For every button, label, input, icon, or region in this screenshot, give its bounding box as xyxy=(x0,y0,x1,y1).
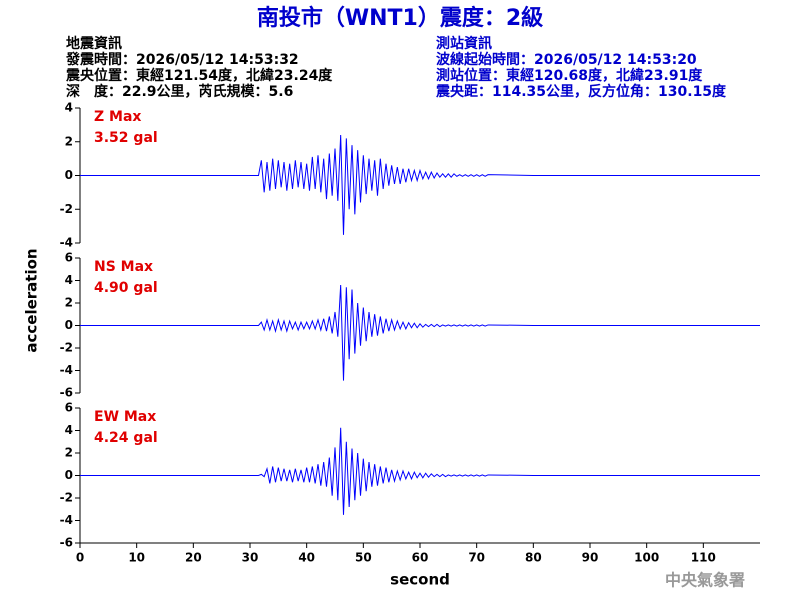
y-tick-label: 2 xyxy=(65,296,73,310)
info-line: 發震時間：2026/05/12 14:53:32 xyxy=(65,51,299,68)
y-tick-label: -2 xyxy=(60,341,73,355)
x-tick-label: 0 xyxy=(76,551,84,565)
x-tick-label: 50 xyxy=(355,551,372,565)
y-tick-label: -4 xyxy=(60,236,73,250)
y-tick-label: 4 xyxy=(65,101,73,115)
y-tick-label: 4 xyxy=(65,273,73,287)
info-line: 深 度：22.9公里，芮氏規模：5.6 xyxy=(66,83,293,100)
max-label: 3.52 gal xyxy=(94,130,158,146)
y-tick-label: -6 xyxy=(60,536,73,550)
x-tick-label: 10 xyxy=(128,551,145,565)
y-tick-label: 0 xyxy=(65,318,73,332)
y-tick-label: 0 xyxy=(65,468,73,482)
x-tick-label: 30 xyxy=(242,551,259,565)
x-tick-label: 100 xyxy=(634,551,659,565)
info-line: 地震資訊 xyxy=(66,35,122,52)
y-tick-label: 2 xyxy=(65,446,73,460)
y-tick-label: 0 xyxy=(65,168,73,182)
y-axis-label: acceleration xyxy=(23,248,41,352)
y-tick-label: -2 xyxy=(60,491,73,505)
x-tick-label: 70 xyxy=(468,551,485,565)
x-tick-label: 60 xyxy=(412,551,429,565)
channel-label: NS Max xyxy=(94,259,153,275)
y-tick-label: 2 xyxy=(65,134,73,148)
max-label: 4.90 gal xyxy=(94,280,158,296)
info-line: 測站位置：東經120.68度，北緯23.91度 xyxy=(436,67,703,84)
info-line: 波線起始時間：2026/05/12 14:53:20 xyxy=(436,51,697,68)
info-line: 測站資訊 xyxy=(436,35,492,52)
y-tick-label: 4 xyxy=(65,423,73,437)
y-tick-label: 6 xyxy=(65,401,73,415)
x-tick-label: 90 xyxy=(582,551,599,565)
waveform xyxy=(80,284,760,381)
y-tick-label: -6 xyxy=(60,386,73,400)
waveform xyxy=(80,427,760,515)
x-tick-label: 110 xyxy=(691,551,716,565)
y-tick-label: -4 xyxy=(60,513,73,527)
x-tick-label: 20 xyxy=(185,551,202,565)
info-line: 震央距：114.35公里，反方位角：130.15度 xyxy=(435,83,727,100)
agency: 中央氣象署 xyxy=(665,571,745,590)
y-tick-label: -2 xyxy=(60,202,73,216)
y-tick-label: -4 xyxy=(60,363,73,377)
channel-label: Z Max xyxy=(94,109,141,125)
max-label: 4.24 gal xyxy=(94,430,158,446)
info-line: 震央位置：東經121.54度，北緯23.24度 xyxy=(65,67,333,84)
waveform xyxy=(80,134,760,235)
x-tick-label: 80 xyxy=(525,551,542,565)
y-tick-label: 6 xyxy=(65,251,73,265)
x-tick-label: 40 xyxy=(298,551,315,565)
x-axis-label: second xyxy=(390,571,450,589)
title: 南投市（WNT1）震度：2級 xyxy=(257,5,543,31)
channel-label: EW Max xyxy=(94,409,156,425)
